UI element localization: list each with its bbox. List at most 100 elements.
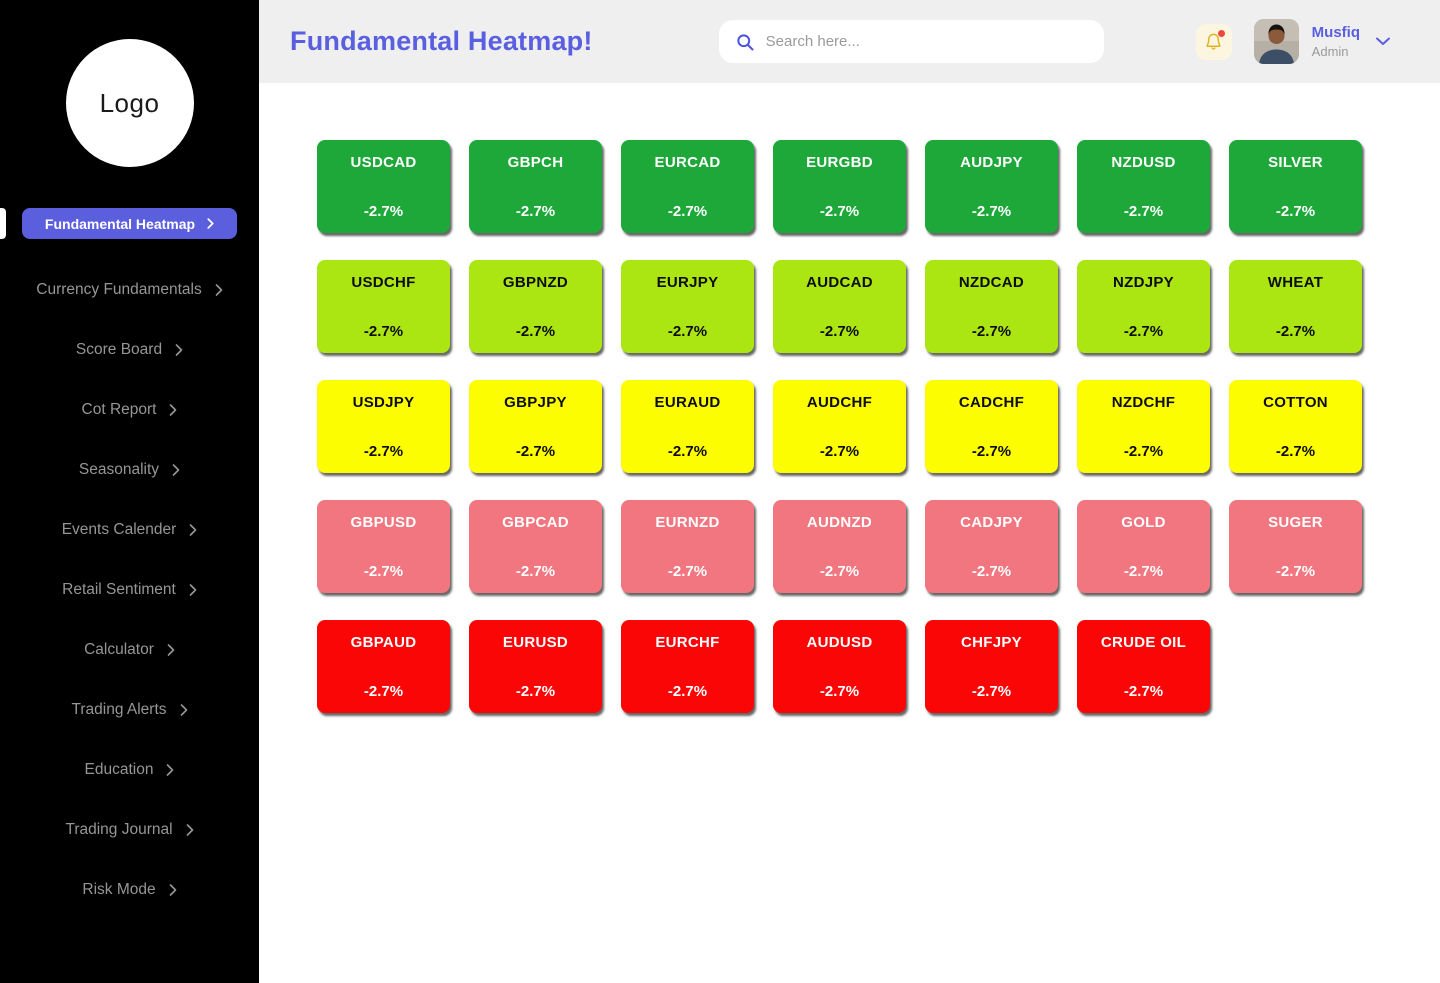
sidebar-item-education[interactable]: Education (0, 740, 259, 800)
heatmap-tile-cadjpy[interactable]: CADJPY -2.7% (925, 500, 1058, 593)
heatmap-tile-nzdchf[interactable]: NZDCHF -2.7% (1077, 380, 1210, 473)
sidebar-item-fundamental-heatmap[interactable]: Fundamental Heatmap (22, 208, 237, 239)
tile-symbol: SILVER (1268, 154, 1323, 171)
sidebar-item-trading-journal[interactable]: Trading Journal (0, 800, 259, 860)
tile-value: -2.7% (1275, 563, 1316, 580)
tile-value: -2.7% (515, 563, 556, 580)
sidebar-item-cot-report[interactable]: Cot Report (0, 380, 259, 440)
heatmap-tile-usdchf[interactable]: USDCHF -2.7% (317, 260, 450, 353)
sidebar-item-label: Events Calender (61, 521, 177, 538)
heatmap-tile-gbpaud[interactable]: GBPAUD -2.7% (317, 620, 450, 713)
heatmap-tile-usdjpy[interactable]: USDJPY -2.7% (317, 380, 450, 473)
tile-symbol: WHEAT (1267, 274, 1324, 291)
heatmap-tile-audcad[interactable]: AUDCAD -2.7% (773, 260, 906, 353)
tile-symbol: EURUSD (502, 634, 569, 651)
tile-symbol: EURCHF (655, 634, 720, 651)
heatmap-tile-wheat[interactable]: WHEAT -2.7% (1229, 260, 1362, 353)
sidebar-item-score-board[interactable]: Score Board (0, 320, 259, 380)
heatmap-tile-nzdusd[interactable]: NZDUSD -2.7% (1077, 140, 1210, 233)
logo-text: Logo (99, 87, 160, 118)
tile-symbol: AUDCAD (806, 274, 873, 291)
tile-symbol: GBPAUD (350, 634, 417, 651)
chevron-right-icon (207, 216, 214, 232)
user-role: Admin (1311, 44, 1349, 59)
tile-value: -2.7% (971, 323, 1012, 340)
heatmap-tile-silver[interactable]: SILVER -2.7% (1229, 140, 1362, 233)
sidebar-item-events-calender[interactable]: Events Calender (0, 500, 259, 560)
tile-symbol: EURCAD (654, 154, 721, 171)
heatmap-tile-euraud[interactable]: EURAUD -2.7% (621, 380, 754, 473)
heatmap-tile-audchf[interactable]: AUDCHF -2.7% (773, 380, 906, 473)
heatmap-tile-audjpy[interactable]: AUDJPY -2.7% (925, 140, 1058, 233)
active-item-indicator (0, 208, 6, 239)
heatmap-tile-gold[interactable]: GOLD -2.7% (1077, 500, 1210, 593)
tile-value: -2.7% (1123, 443, 1164, 460)
sidebar-nav: Currency Fundamentals Score Board Cot Repo… (0, 260, 259, 920)
heatmap-tile-gbpch[interactable]: GBPCH -2.7% (469, 140, 602, 233)
heatmap-tile-usdcad[interactable]: USDCAD -2.7% (317, 140, 450, 233)
heatmap-tile-eurgbd[interactable]: EURGBD -2.7% (773, 140, 906, 233)
sidebar-item-label: Retail Sentiment (62, 581, 176, 598)
heatmap-tile-eurjpy[interactable]: EURJPY -2.7% (621, 260, 754, 353)
sidebar-item-trading-alerts[interactable]: Trading Alerts (0, 680, 259, 740)
search-box[interactable] (718, 20, 1104, 63)
header: Fundamental Heatmap! (259, 0, 1440, 83)
sidebar-item-retail-sentiment[interactable]: Retail Sentiment (0, 560, 259, 620)
heatmap-tile-cadchf[interactable]: CADCHF -2.7% (925, 380, 1058, 473)
heatmap-row-strong-positive: USDCAD -2.7% GBPCH -2.7% EURCAD -2.7% EURGBD -2… (317, 140, 1440, 233)
heatmap-tile-cotton[interactable]: COTTON -2.7% (1229, 380, 1362, 473)
tile-value: -2.7% (819, 203, 860, 220)
sidebar-item-label: Risk Mode (82, 881, 156, 898)
chevron-right-icon (169, 884, 177, 896)
sidebar-item-label: Trading Alerts (71, 701, 167, 718)
tile-symbol: USDJPY (352, 394, 415, 411)
tile-symbol: CRUDE OIL (1100, 634, 1187, 651)
tile-symbol: GBPNZD (502, 274, 569, 291)
heatmap-tile-eurchf[interactable]: EURCHF -2.7% (621, 620, 754, 713)
sidebar-item-currency-fundamentals[interactable]: Currency Fundamentals (0, 260, 259, 320)
user-info: Musfiq Admin (1312, 24, 1360, 59)
tile-value: -2.7% (363, 323, 404, 340)
sidebar-item-calculator[interactable]: Calculator (0, 620, 259, 680)
sidebar-item-risk-mode[interactable]: Risk Mode (0, 860, 259, 920)
heatmap-tile-audusd[interactable]: AUDUSD -2.7% (773, 620, 906, 713)
avatar[interactable] (1253, 19, 1299, 64)
heatmap-tile-gbpnzd[interactable]: GBPNZD -2.7% (469, 260, 602, 353)
user-name: Musfiq (1311, 24, 1360, 41)
tile-symbol: SUGER (1268, 514, 1323, 531)
tile-value: -2.7% (363, 443, 404, 460)
heatmap-row-neutral: USDJPY -2.7% GBPJPY -2.7% EURAUD -2.7% AUDCHF -… (317, 380, 1440, 473)
sidebar-item-label: Currency Fundamentals (36, 281, 202, 298)
tile-value: -2.7% (667, 323, 708, 340)
tile-value: -2.7% (1275, 203, 1316, 220)
sidebar-item-label: Cot Report (81, 401, 157, 418)
chevron-right-icon (172, 464, 180, 476)
tile-symbol: EURAUD (654, 394, 721, 411)
tile-value: -2.7% (971, 683, 1012, 700)
heatmap-tile-nzdcad[interactable]: NZDCAD -2.7% (925, 260, 1058, 353)
heatmap-tile-eurnzd[interactable]: EURNZD -2.7% (621, 500, 754, 593)
notification-button[interactable] (1195, 23, 1232, 60)
sidebar-item-label: Seasonality (78, 461, 160, 478)
tile-symbol: AUDJPY (960, 154, 1023, 171)
sidebar-item-seasonality[interactable]: Seasonality (0, 440, 259, 500)
search-input[interactable] (765, 33, 1088, 50)
heatmap-tile-gbpcad[interactable]: GBPCAD -2.7% (469, 500, 602, 593)
heatmap-tile-audnzd[interactable]: AUDNZD -2.7% (773, 500, 906, 593)
heatmap-tile-eurcad[interactable]: EURCAD -2.7% (621, 140, 754, 233)
sidebar: Logo Fundamental Heatmap Currency Fundam… (0, 0, 259, 983)
heatmap-tile-chfjpy[interactable]: CHFJPY -2.7% (925, 620, 1058, 713)
heatmap-tile-suger[interactable]: SUGER -2.7% (1229, 500, 1362, 593)
tile-symbol: CADCHF (958, 394, 1025, 411)
tile-symbol: GBPCH (507, 154, 564, 171)
heatmap-tile-crude-oil[interactable]: CRUDE OIL -2.7% (1077, 620, 1210, 713)
page-title: Fundamental Heatmap! (290, 26, 593, 56)
heatmap-tile-eurusd[interactable]: EURUSD -2.7% (469, 620, 602, 713)
chevron-down-icon[interactable] (1376, 37, 1390, 46)
heatmap-tile-nzdjpy[interactable]: NZDJPY -2.7% (1077, 260, 1210, 353)
heatmap-tile-gbpusd[interactable]: GBPUSD -2.7% (317, 500, 450, 593)
heatmap-tile-gbpjpy[interactable]: GBPJPY -2.7% (469, 380, 602, 473)
tile-symbol: EURGBD (806, 154, 873, 171)
sidebar-item-label: Trading Journal (65, 821, 173, 838)
tile-value: -2.7% (667, 203, 708, 220)
